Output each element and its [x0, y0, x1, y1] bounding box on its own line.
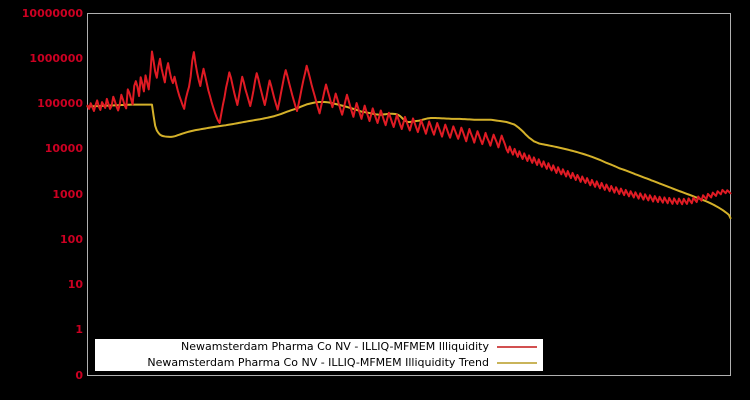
y-axis-tick-label: 1000000 — [29, 51, 83, 65]
legend-line-swatch — [497, 355, 537, 371]
y-axis-tick-label: 100000 — [37, 97, 83, 110]
plot-frame — [87, 13, 731, 376]
y-axis-tick-label: 10000000 — [21, 6, 83, 20]
y-axis-tick-labels: 10000000 1000000 100000 10000 1000 100 10 1 0 — [0, 0, 83, 400]
legend-item: Newamsterdam Pharma Co NV - ILLIQ-MFMEM … — [95, 355, 543, 371]
y-axis-tick-label: 10 — [67, 278, 83, 291]
y-axis-tick-label: 10000 — [44, 142, 83, 156]
legend-label: Newamsterdam Pharma Co NV - ILLIQ-MFMEM … — [147, 356, 489, 369]
legend-label: Newamsterdam Pharma Co NV - ILLIQ-MFMEM … — [181, 340, 489, 353]
y-axis-tick-label: 0 — [75, 368, 83, 382]
y-axis-tick-label: 100 — [60, 232, 83, 246]
legend-line-swatch — [497, 339, 537, 355]
y-axis-tick-label: 1 — [75, 323, 83, 337]
series-line-illiquidity-trend — [86, 100, 732, 220]
y-axis-tick-label: 1000 — [52, 187, 83, 201]
chart-legend: Newamsterdam Pharma Co NV - ILLIQ-MFMEM … — [95, 339, 543, 371]
series-line-illiquidity — [86, 50, 732, 206]
legend-item: Newamsterdam Pharma Co NV - ILLIQ-MFMEM … — [95, 339, 543, 355]
